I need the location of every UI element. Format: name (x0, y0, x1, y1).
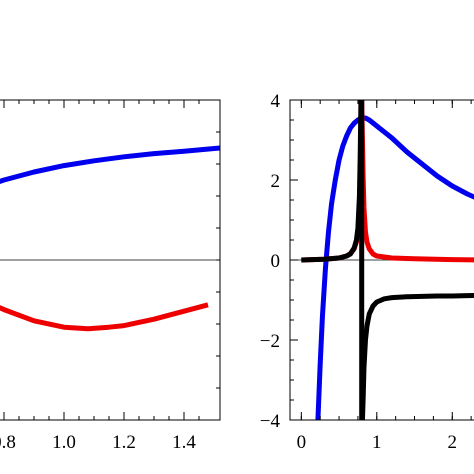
series-line-1 (0, 302, 209, 332)
series-line-0 (315, 115, 474, 420)
x-tick-label: 2 (448, 432, 458, 453)
left-plot-panel: 0.8 1.0 1.2 1.4 (0, 99, 221, 453)
x-tick-label: 1.4 (172, 432, 196, 453)
right-plot-panel: 0 1 2 −4 −2 0 2 4 (260, 91, 474, 453)
series-group (301, 100, 474, 420)
y-tick-label: 4 (271, 91, 281, 112)
x-tick-label: 1.0 (52, 432, 76, 453)
x-tick-label: 0 (297, 432, 307, 453)
series-group (0, 145, 220, 332)
x-tick-label: 0.8 (0, 432, 16, 453)
y-tick-label: −4 (260, 411, 281, 432)
y-tick-label: 2 (271, 171, 281, 192)
y-tick-label: −2 (260, 331, 280, 352)
series-line-3 (359, 292, 474, 420)
series-line-0 (0, 145, 220, 184)
x-tick-label: 1 (372, 432, 382, 453)
x-tick-label: 1.2 (112, 432, 136, 453)
y-tick-label: 0 (271, 251, 281, 272)
